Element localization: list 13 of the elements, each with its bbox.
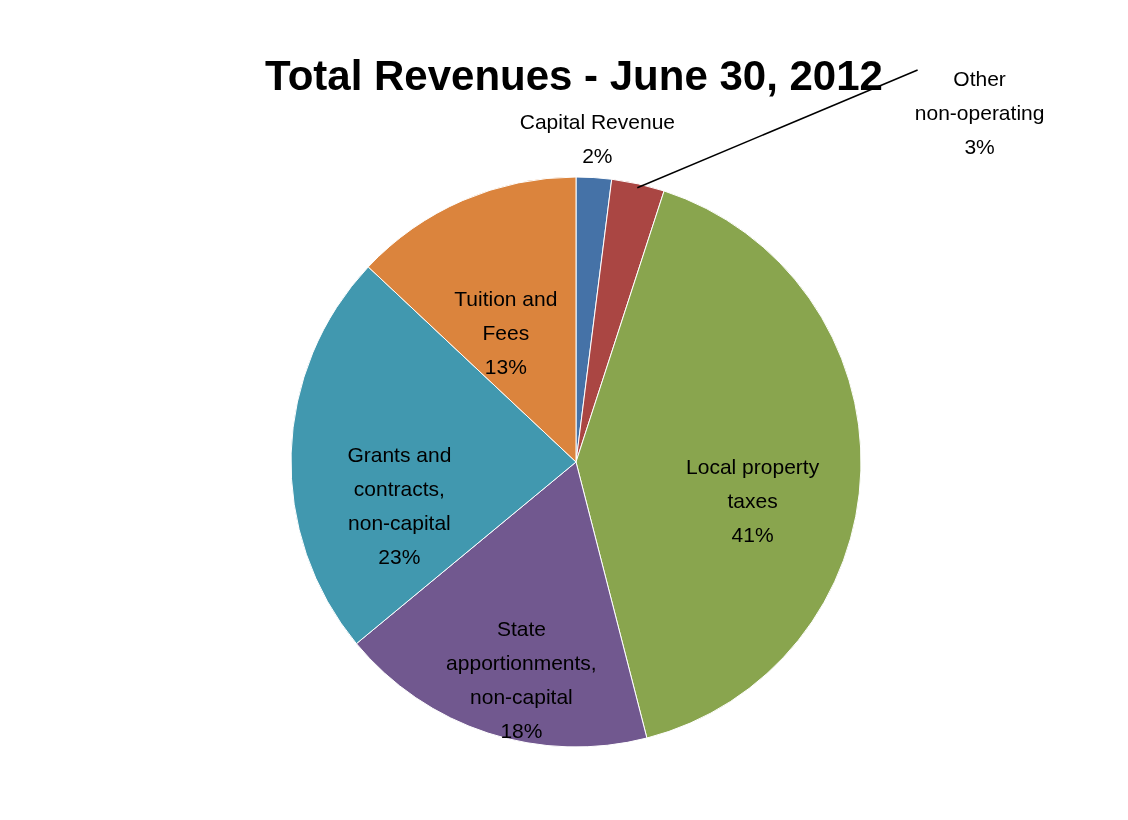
- data-label: 2%: [582, 143, 613, 167]
- data-label: 41%: [731, 522, 774, 546]
- slice-label: Tuition and Fees: [454, 286, 558, 344]
- slice-label: Local property taxes: [686, 454, 820, 512]
- data-label: 3%: [964, 134, 995, 158]
- slice-label: State apportionments, non-capital: [446, 617, 597, 709]
- data-label: 18%: [500, 719, 543, 743]
- slice-label: Grants and contracts, non-capital: [347, 443, 452, 535]
- data-label: 13%: [484, 354, 527, 378]
- data-label: 23%: [378, 545, 421, 569]
- chart-title: Total Revenues - June 30, 2012: [265, 51, 883, 99]
- slice-label: Other non-operating: [914, 66, 1045, 124]
- slice-label: Capital Revenue: [519, 109, 675, 133]
